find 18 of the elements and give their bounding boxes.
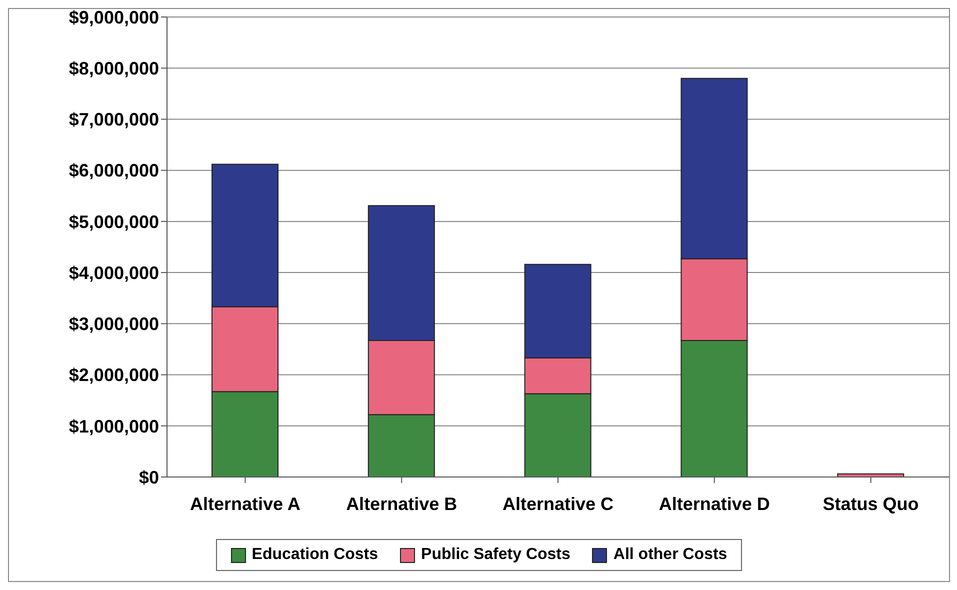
y-tick-label: $4,000,000: [68, 262, 159, 283]
y-tick-label: $2,000,000: [68, 365, 159, 386]
legend-label: Public Safety Costs: [420, 546, 570, 564]
x-tick-label: Alternative B: [346, 494, 458, 514]
x-tick-label: Alternative D: [658, 494, 770, 514]
y-tick-label: $9,000,000: [68, 7, 159, 28]
y-tick-label: $7,000,000: [68, 110, 159, 130]
y-tick-label: $1,000,000: [68, 416, 159, 436]
y-tick-label: $3,000,000: [68, 314, 159, 334]
y-tick-label: $0: [138, 467, 159, 488]
legend-label: Education Costs: [250, 546, 378, 564]
y-tick-label: $6,000,000: [68, 160, 159, 181]
y-tick-label: $5,000,000: [68, 212, 159, 232]
x-tick-label: Alternative C: [502, 494, 614, 514]
x-tick-label: Status Quo: [822, 494, 919, 514]
legend-label: All other Costs: [612, 546, 728, 564]
x-tick-label: Alternative A: [190, 494, 300, 514]
y-tick-label: $8,000,000: [68, 58, 159, 78]
